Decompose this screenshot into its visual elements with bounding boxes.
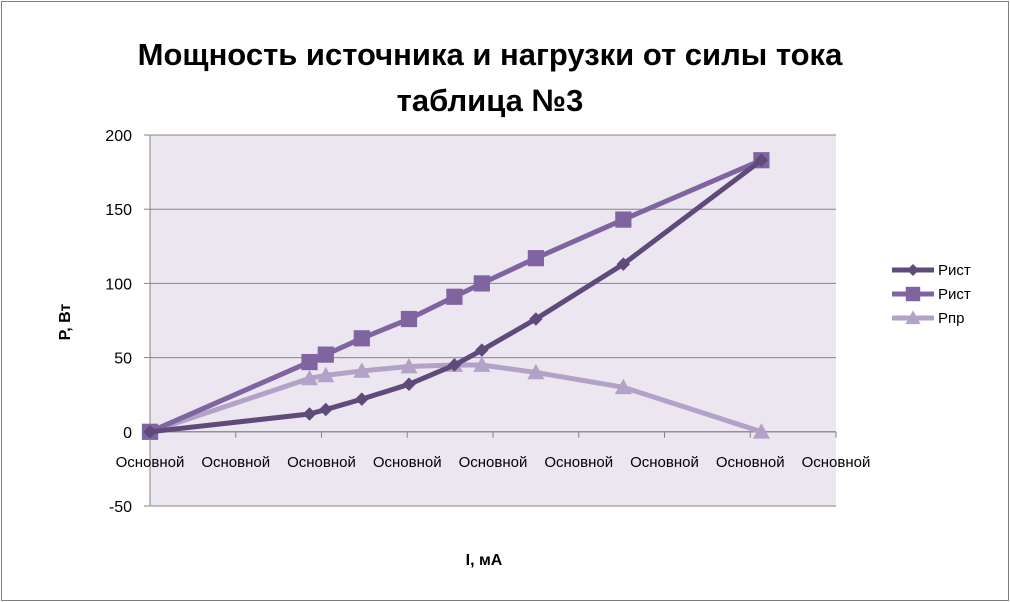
data-point <box>614 378 632 395</box>
data-point <box>301 353 318 371</box>
legend-swatch <box>892 310 934 325</box>
x-tick-label: Основной <box>287 454 356 471</box>
legend-label: Рист <box>938 261 971 279</box>
chart-title-line-1: Мощность источника и нагрузки от силы то… <box>137 37 843 72</box>
data-point <box>355 392 369 406</box>
chart-title: Мощность источника и нагрузки от силы то… <box>60 32 920 124</box>
y-axis-title: P, Вт <box>57 304 74 341</box>
legend-label: Рист <box>938 285 971 303</box>
data-point <box>402 377 416 392</box>
x-tick-label: Основной <box>373 454 442 471</box>
data-point <box>302 407 317 421</box>
data-point <box>615 211 632 228</box>
x-tick-label: Основной <box>802 454 871 471</box>
data-point <box>529 312 543 326</box>
data-point <box>400 310 418 328</box>
data-point <box>616 257 631 271</box>
x-tick-label: Основной <box>116 454 185 471</box>
y-tick-label: 150 <box>105 202 132 219</box>
y-tick-label: 200 <box>105 128 132 145</box>
data-point <box>143 425 157 439</box>
data-point <box>353 330 370 347</box>
legend-label: Рпр <box>938 309 965 327</box>
x-axis-title: I, мА <box>466 552 503 569</box>
data-point <box>905 286 921 302</box>
chart-title-line-2: таблица №3 <box>396 83 584 118</box>
data-point <box>905 310 921 325</box>
x-tick-label: Основной <box>544 454 613 471</box>
data-point <box>319 402 333 417</box>
data-point <box>527 363 545 380</box>
data-point <box>527 250 544 267</box>
x-tick-label: Основной <box>630 454 699 471</box>
series-line <box>147 362 764 435</box>
data-point <box>353 362 371 378</box>
y-tick-label: 100 <box>105 276 132 293</box>
data-point <box>473 275 490 292</box>
plot-area <box>150 135 836 506</box>
legend: Рист Рист Рпр <box>890 258 971 330</box>
data-point <box>447 358 462 372</box>
data-point <box>475 343 489 357</box>
data-point <box>317 346 334 363</box>
y-tick-label: 50 <box>114 351 132 368</box>
y-tick-label: -50 <box>109 499 132 516</box>
data-point <box>446 288 463 305</box>
legend-item: Рпр <box>890 306 971 330</box>
series-line <box>147 157 764 435</box>
series-line <box>147 157 764 435</box>
data-point <box>754 153 769 167</box>
legend-item: Рист <box>890 258 971 282</box>
data-point <box>317 366 335 383</box>
data-point <box>907 264 919 276</box>
legend-swatch <box>892 286 934 302</box>
data-point <box>400 357 418 374</box>
data-point <box>473 356 491 372</box>
x-tick-label: Основной <box>716 454 785 471</box>
data-point <box>752 423 770 439</box>
x-tick-label: Основной <box>459 454 528 471</box>
legend-item: Рист <box>890 282 971 306</box>
data-point <box>300 369 319 386</box>
y-tick-label: 0 <box>123 425 132 442</box>
x-tick-label: Основной <box>201 454 270 471</box>
legend-swatch <box>892 264 934 276</box>
